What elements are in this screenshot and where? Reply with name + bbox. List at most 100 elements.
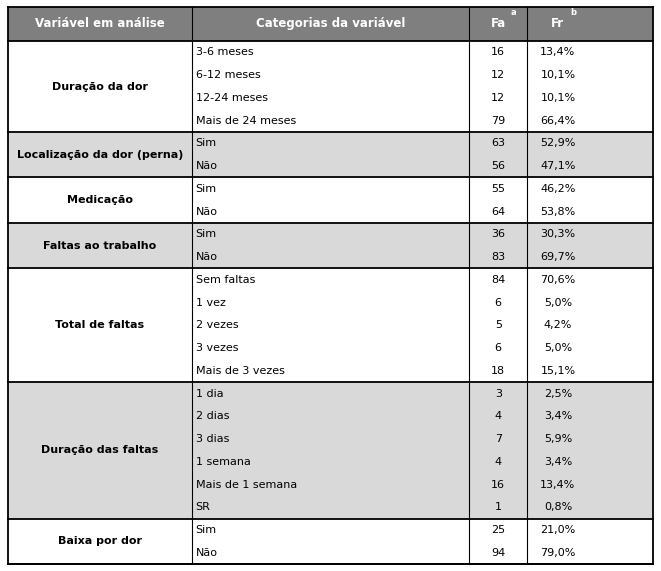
Text: 5,9%: 5,9%	[544, 434, 572, 444]
Bar	[8, 518, 653, 541]
Text: Duração das faltas: Duração das faltas	[41, 445, 159, 456]
Bar	[8, 473, 653, 496]
Bar	[8, 109, 653, 132]
Text: Faltas ao trabalho: Faltas ao trabalho	[43, 241, 157, 251]
Text: 66,4%: 66,4%	[540, 115, 576, 126]
Bar	[8, 86, 653, 109]
Text: 13,4%: 13,4%	[540, 480, 576, 489]
Text: 64: 64	[491, 207, 505, 216]
Text: Baixa por dor: Baixa por dor	[58, 536, 142, 546]
Bar	[8, 223, 653, 246]
Text: 3 dias: 3 dias	[196, 434, 229, 444]
Text: 46,2%: 46,2%	[540, 184, 576, 194]
Text: 3,4%: 3,4%	[544, 457, 572, 467]
Bar	[8, 337, 653, 359]
Text: 69,7%: 69,7%	[540, 252, 576, 262]
Text: 3 vezes: 3 vezes	[196, 343, 238, 353]
Text: 3,4%: 3,4%	[544, 411, 572, 421]
Text: Sim: Sim	[196, 525, 217, 535]
Text: Mais de 1 semana: Mais de 1 semana	[196, 480, 297, 489]
Text: a: a	[510, 8, 516, 17]
Text: SR: SR	[196, 502, 211, 512]
Bar	[8, 200, 653, 223]
Text: Duração da dor: Duração da dor	[52, 82, 148, 91]
Text: 2 vezes: 2 vezes	[196, 320, 239, 331]
Text: 12-24 meses: 12-24 meses	[196, 93, 268, 103]
Bar	[8, 314, 653, 337]
Text: Mais de 3 vezes: Mais de 3 vezes	[196, 366, 284, 376]
Text: 30,3%: 30,3%	[540, 230, 576, 239]
Text: 94: 94	[491, 548, 506, 558]
Bar	[8, 64, 653, 86]
Bar	[8, 541, 653, 564]
Bar	[8, 291, 653, 314]
Bar	[8, 451, 653, 473]
Bar	[8, 155, 653, 178]
Text: 13,4%: 13,4%	[540, 47, 576, 57]
Text: 0,8%: 0,8%	[544, 502, 572, 512]
Text: Total de faltas: Total de faltas	[56, 320, 144, 331]
Text: Sim: Sim	[196, 138, 217, 148]
Text: 1 semana: 1 semana	[196, 457, 251, 467]
Bar	[8, 178, 653, 200]
Text: 21,0%: 21,0%	[540, 525, 576, 535]
Bar	[8, 382, 653, 405]
Text: 63: 63	[491, 138, 505, 148]
Bar	[8, 7, 653, 41]
Bar	[8, 405, 653, 428]
Text: 12: 12	[491, 93, 505, 103]
Text: Não: Não	[196, 161, 217, 171]
Text: 1: 1	[494, 502, 502, 512]
Text: 6: 6	[494, 343, 502, 353]
Text: Não: Não	[196, 207, 217, 216]
Text: Localização da dor (perna): Localização da dor (perna)	[17, 150, 183, 160]
Text: Sim: Sim	[196, 230, 217, 239]
Text: Fa: Fa	[490, 18, 506, 30]
Text: Medicação: Medicação	[67, 195, 133, 205]
Bar	[8, 41, 653, 64]
Text: 5,0%: 5,0%	[544, 343, 572, 353]
Text: 5,0%: 5,0%	[544, 297, 572, 308]
Text: 70,6%: 70,6%	[540, 275, 576, 285]
Text: 79,0%: 79,0%	[540, 548, 576, 558]
Text: Mais de 24 meses: Mais de 24 meses	[196, 115, 296, 126]
Text: 12: 12	[491, 70, 505, 80]
Bar	[8, 132, 653, 155]
Text: 15,1%: 15,1%	[540, 366, 576, 376]
Text: 10,1%: 10,1%	[540, 70, 576, 80]
Text: 5: 5	[494, 320, 502, 331]
Bar	[8, 268, 653, 291]
Text: 6-12 meses: 6-12 meses	[196, 70, 260, 80]
Text: 79: 79	[491, 115, 506, 126]
Bar	[8, 246, 653, 268]
Text: 6: 6	[494, 297, 502, 308]
Text: Sem faltas: Sem faltas	[196, 275, 255, 285]
Text: 16: 16	[491, 480, 505, 489]
Bar	[8, 428, 653, 451]
Text: 16: 16	[491, 47, 505, 57]
Text: 36: 36	[491, 230, 505, 239]
Text: 53,8%: 53,8%	[540, 207, 576, 216]
Text: 3: 3	[494, 388, 502, 399]
Text: Variável em análise: Variável em análise	[35, 18, 165, 30]
Text: 52,9%: 52,9%	[540, 138, 576, 148]
Text: 84: 84	[491, 275, 506, 285]
Text: 3-6 meses: 3-6 meses	[196, 47, 253, 57]
Text: 1 dia: 1 dia	[196, 388, 223, 399]
Text: 7: 7	[494, 434, 502, 444]
Text: Não: Não	[196, 252, 217, 262]
Text: 56: 56	[491, 161, 505, 171]
Text: 55: 55	[491, 184, 505, 194]
Text: 4: 4	[494, 457, 502, 467]
Text: 2 dias: 2 dias	[196, 411, 229, 421]
Text: 4,2%: 4,2%	[544, 320, 572, 331]
Text: 1 vez: 1 vez	[196, 297, 225, 308]
Text: Categorias da variável: Categorias da variável	[256, 18, 405, 30]
Text: Não: Não	[196, 548, 217, 558]
Text: 47,1%: 47,1%	[540, 161, 576, 171]
Text: 10,1%: 10,1%	[540, 93, 576, 103]
Text: 25: 25	[491, 525, 505, 535]
Text: 4: 4	[494, 411, 502, 421]
Bar	[8, 496, 653, 518]
Text: b: b	[570, 8, 576, 17]
